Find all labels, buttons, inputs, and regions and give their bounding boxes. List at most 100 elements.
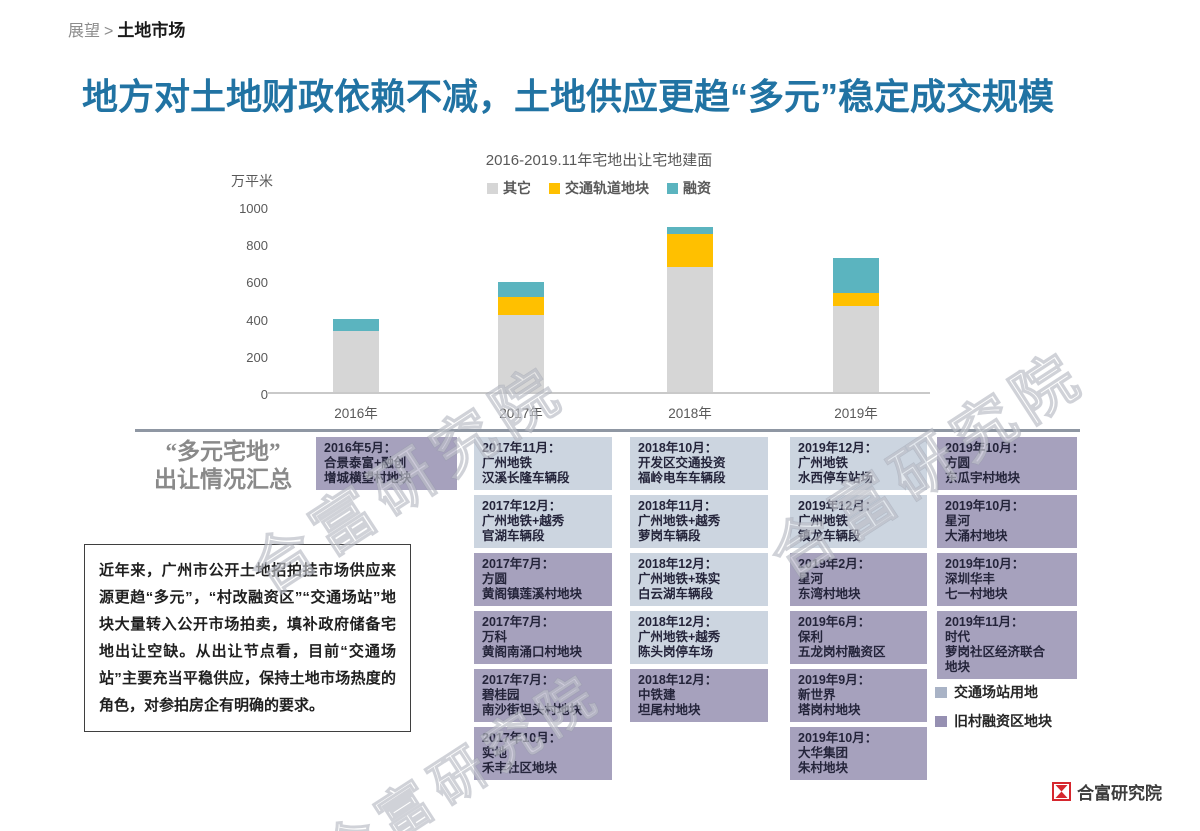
project-box-line: 汉溪长隆车辆段 — [482, 471, 570, 485]
chart-legend-label: 其它 — [503, 180, 531, 196]
x-axis-labels: 2016年 2017年 2018年 2019年 — [268, 402, 930, 421]
bar-segment-其它 — [667, 267, 713, 392]
project-box-line: 2019年2月： — [798, 557, 871, 571]
y-axis-unit-label: 万平米 — [231, 173, 273, 189]
project-box-line: 方圆 — [945, 456, 971, 470]
project-box-line: 广州地铁+越秀 — [482, 514, 565, 528]
project-box-line: 萝岗社区经济联合 — [945, 645, 1046, 659]
project-box-line: 七一村地块 — [945, 587, 1008, 601]
timeline-column-5: 2019年10月： 方圆 东瓜宇村地块 2019年10月： 星河 大涌村地块 2019年10… — [937, 437, 1077, 684]
project-box-line: 开发区交通投资 — [638, 456, 726, 470]
project-box-line: 陈头岗停车场 — [638, 645, 714, 659]
project-box-line: 万科 — [482, 630, 508, 644]
project-box-line: 镇龙车辆段 — [798, 529, 861, 543]
x-axis-label: 2019年 — [834, 406, 878, 421]
project-box-line: 2017年7月： — [482, 615, 555, 629]
project-box: 2019年11月： 时代 萝岗社区经济联合 地块 — [937, 611, 1077, 679]
project-box: 2018年10月： 开发区交通投资 福岭电车车辆段 — [630, 437, 768, 490]
project-box-line: 2019年10月： — [798, 731, 878, 745]
timeline-divider-line — [135, 429, 1080, 432]
chart-legend-item: 其它 — [487, 178, 531, 198]
brand-logo-text: 合富研究院 — [1077, 784, 1162, 803]
x-axis-label: 2018年 — [668, 406, 712, 421]
project-box-line: 福岭电车车辆段 — [638, 471, 726, 485]
project-box-line: 黄阁南涌口村地块 — [482, 645, 583, 659]
project-box-line: 广州地铁 — [798, 514, 849, 528]
project-box-line: 2018年12月： — [638, 557, 718, 571]
project-box-line: 星河 — [945, 514, 971, 528]
bar-segment-融资 — [667, 227, 713, 234]
project-box-line: 2018年12月： — [638, 615, 718, 629]
box-legend-label: 交通场站用地 — [954, 684, 1038, 700]
project-box-line: 2017年10月： — [482, 731, 562, 745]
breadcrumb: 展望 > 土地市场 — [68, 16, 185, 41]
project-box-line: 2019年12月： — [798, 441, 878, 455]
timeline-column-2: 2017年11月： 广州地铁 汉溪长隆车辆段 2017年12月： 广州地铁+越秀 官湖车辆… — [474, 437, 612, 785]
chart-legend-item: 融资 — [667, 178, 711, 198]
bar-segment-其它 — [833, 306, 879, 392]
project-box: 2019年10月： 方圆 东瓜宇村地块 — [937, 437, 1077, 490]
chart-legend: 其它 交通轨道地块 融资 — [268, 178, 930, 198]
brand-logo: 合富研究院 — [1052, 779, 1162, 804]
timeline-columns: 2016年5月： 合景泰富+融创 增城横望村地块 2017年11月： 广州地铁 汉溪长隆车… — [0, 437, 1200, 797]
y-axis-tick-label: 0 — [260, 387, 268, 402]
y-axis-ticks: 0 200 400 600 800 1000 — [228, 201, 268, 402]
bar-segment-交通轨道地块 — [498, 297, 544, 315]
project-box-line: 坦尾村地块 — [638, 703, 701, 717]
chart-title: 2016-2019.11年宅地出让宅地建面 — [485, 152, 713, 169]
project-box-line: 2019年10月： — [945, 441, 1025, 455]
project-box-line: 2019年10月： — [945, 499, 1025, 513]
bar-segment-交通轨道地块 — [833, 293, 879, 307]
project-box-line: 深圳华丰 — [945, 572, 996, 586]
project-box: 2019年6月： 保利 五龙岗村融资区 — [790, 611, 927, 664]
project-box-line: 五龙岗村融资区 — [798, 645, 886, 659]
project-box: 2018年12月： 中铁建 坦尾村地块 — [630, 669, 768, 722]
project-box-line: 中铁建 — [638, 688, 676, 702]
project-box: 2016年5月： 合景泰富+融创 增城横望村地块 — [316, 437, 457, 490]
commentary-box: 近年来，广州市公开土地招拍挂市场供应来源更趋“多元”，“村改融资区”“交通场站”… — [84, 544, 411, 732]
breadcrumb-page[interactable]: 土地市场 — [117, 21, 186, 40]
project-box-line: 2016年5月： — [324, 441, 397, 455]
project-box-line: 增城横望村地块 — [324, 471, 412, 485]
hopefluent-logo-icon — [1052, 782, 1071, 801]
project-box-line: 大涌村地块 — [945, 529, 1008, 543]
project-box: 2017年7月： 万科 黄阁南涌口村地块 — [474, 611, 612, 664]
y-axis-tick-label: 800 — [246, 238, 268, 254]
bar-segment-融资 — [833, 258, 879, 294]
summary-label-line1: “多元宅地” — [165, 439, 281, 464]
box-legend-swatch-icon — [935, 686, 947, 698]
project-box-line: 时代 — [945, 630, 971, 644]
project-box-line: 碧桂园 — [482, 688, 520, 702]
y-axis-tick-label: 200 — [246, 349, 268, 365]
bar-segment-融资 — [498, 282, 544, 298]
chart-legend-item: 交通轨道地块 — [549, 178, 649, 198]
project-box-line: 萝岗车辆段 — [638, 529, 701, 543]
project-box-line: 方圆 — [482, 572, 508, 586]
project-box-line: 2019年6月： — [798, 615, 871, 629]
project-box: 2019年10月： 深圳华丰 七一村地块 — [937, 553, 1077, 606]
project-box-line: 禾丰社区地块 — [482, 761, 558, 775]
project-box: 2018年12月： 广州地铁+越秀 陈头岗停车场 — [630, 611, 768, 664]
project-box: 2017年10月： 实地 禾丰社区地块 — [474, 727, 612, 780]
project-box-line: 2017年7月： — [482, 673, 555, 687]
bar-segment-其它 — [333, 330, 379, 392]
project-box-line: 实地 — [482, 746, 508, 760]
legend-swatch-icon — [667, 182, 678, 194]
x-axis-label: 2017年 — [499, 406, 543, 421]
project-box-line: 广州地铁+越秀 — [638, 514, 721, 528]
breadcrumb-section[interactable]: 展望 — [68, 23, 101, 40]
project-box: 2019年12月： 广州地铁 镇龙车辆段 — [790, 495, 927, 548]
project-box-line: 地块 — [945, 660, 971, 674]
project-box-line: 合景泰富+融创 — [324, 456, 407, 470]
project-box-line: 2017年12月： — [482, 499, 562, 513]
x-axis-label: 2016年 — [334, 406, 378, 421]
bar-segment-其它 — [498, 314, 544, 392]
project-box-line: 2018年10月： — [638, 441, 718, 455]
project-box: 2017年12月： 广州地铁+越秀 官湖车辆段 — [474, 495, 612, 548]
box-legend: 交通场站用地 旧村融资区地块 — [935, 682, 1052, 740]
project-box-line: 黄阁镇莲溪村地块 — [482, 587, 583, 601]
project-box-line: 2019年9月： — [798, 673, 871, 687]
legend-swatch-icon — [487, 182, 498, 194]
box-legend-item: 交通场站用地 — [935, 682, 1052, 702]
